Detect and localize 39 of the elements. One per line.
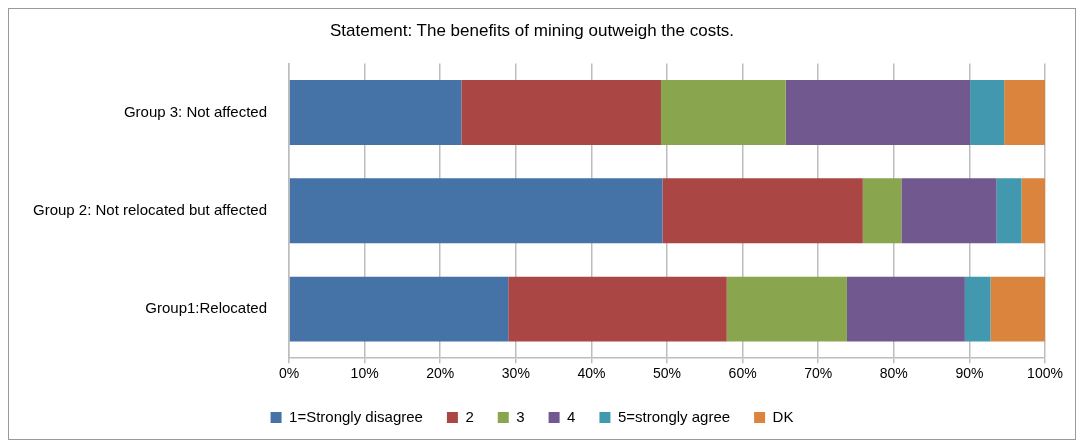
bar bbox=[862, 178, 902, 244]
bar bbox=[660, 80, 786, 145]
y-tick-label: Group1:Relocated bbox=[145, 299, 268, 317]
bar bbox=[508, 276, 727, 342]
bar bbox=[996, 178, 1022, 244]
y-tick-label: Group 3: Not affected bbox=[123, 102, 268, 120]
x-tick-label: 90% bbox=[955, 365, 984, 382]
x-tick-label: 50% bbox=[653, 365, 682, 382]
legend-label: 2 bbox=[465, 407, 474, 425]
bar bbox=[1021, 178, 1045, 244]
bar bbox=[289, 178, 663, 244]
x-tick-label: 80% bbox=[879, 365, 908, 382]
bar bbox=[1004, 80, 1045, 145]
legend-label: 1=Strongly disagree bbox=[289, 407, 423, 425]
bar bbox=[785, 80, 971, 145]
bar bbox=[846, 276, 965, 342]
bar bbox=[726, 276, 847, 342]
bar bbox=[970, 80, 1005, 145]
bar bbox=[964, 276, 991, 342]
bar bbox=[289, 276, 509, 342]
y-tick-label: Group 2: Not relocated but affected bbox=[32, 200, 268, 218]
legend-label: 4 bbox=[567, 407, 576, 425]
legend-label: 3 bbox=[516, 407, 525, 425]
bar bbox=[901, 178, 997, 244]
x-tick-label: 70% bbox=[804, 365, 833, 382]
x-tick-label: 60% bbox=[728, 365, 757, 382]
chart-title: Statement: The benefits of mining outweigh the costs. bbox=[329, 20, 735, 40]
x-tick-label: 40% bbox=[577, 365, 606, 382]
x-tick-label: 0% bbox=[278, 365, 300, 382]
x-tick-label: 100% bbox=[1027, 365, 1063, 382]
legend-label: DK bbox=[772, 407, 794, 425]
x-tick-label: 30% bbox=[501, 365, 530, 382]
bar bbox=[990, 276, 1045, 342]
legend-label: 5=strongly agree bbox=[617, 407, 731, 425]
bar bbox=[662, 178, 863, 244]
x-tick-label: 20% bbox=[426, 365, 455, 382]
x-tick-label: 10% bbox=[350, 365, 379, 382]
bar bbox=[289, 80, 462, 145]
bar bbox=[461, 80, 661, 145]
